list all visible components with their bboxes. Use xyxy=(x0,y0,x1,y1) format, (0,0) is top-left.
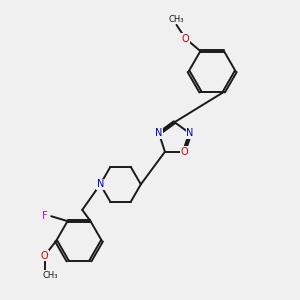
Text: N: N xyxy=(186,128,194,139)
Text: N: N xyxy=(97,179,104,189)
Text: N: N xyxy=(155,128,163,139)
Text: CH₃: CH₃ xyxy=(169,14,184,23)
Text: O: O xyxy=(182,34,190,44)
Text: O: O xyxy=(180,147,188,157)
Text: CH₃: CH₃ xyxy=(43,271,58,280)
Text: O: O xyxy=(41,251,49,261)
Text: F: F xyxy=(43,211,48,221)
